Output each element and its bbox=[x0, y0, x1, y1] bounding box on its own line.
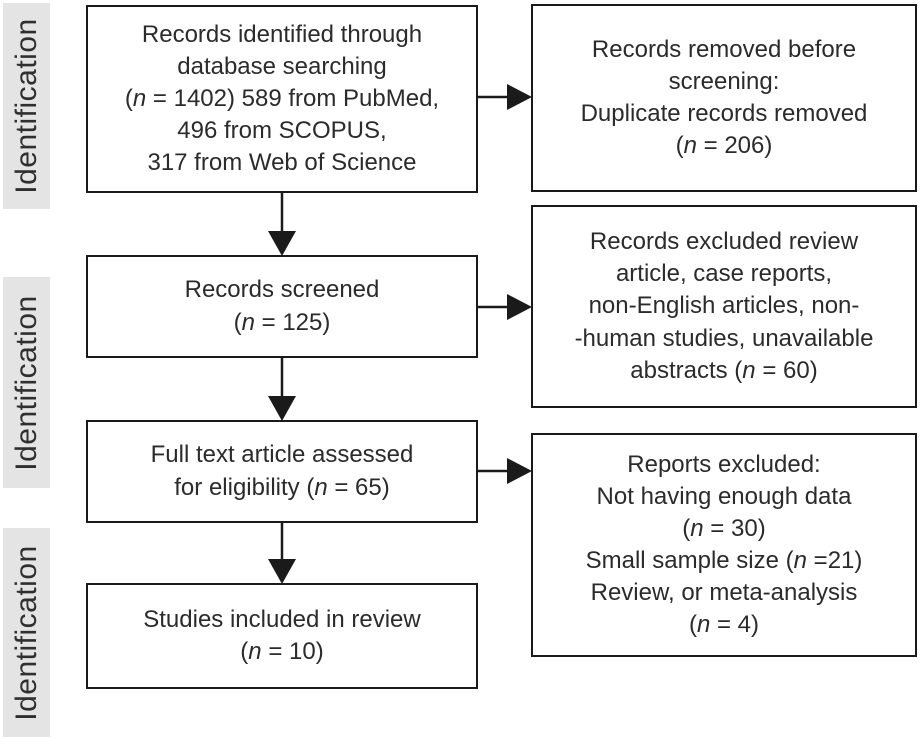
side-box-reports-excluded: Reports excluded: Not having enough data(… bbox=[531, 433, 917, 657]
flow-box-studies-included: Studies included in review (n = 10) bbox=[86, 583, 478, 689]
side-box-records-excluded: Records excluded review article, case rep… bbox=[531, 205, 917, 408]
right-arrow-3 bbox=[478, 458, 532, 484]
stage-label-text: Identification bbox=[9, 544, 43, 721]
stage-label-identification-1: Identification bbox=[3, 3, 50, 209]
flow-box-full-text-assessed: Full text article assessed for eligibilit… bbox=[86, 420, 478, 523]
side-box-records-removed: Records removed before screening: Duplicat… bbox=[531, 4, 917, 192]
stage-label-identification-3: Identification bbox=[3, 528, 50, 737]
down-arrow-3 bbox=[268, 523, 296, 584]
right-arrow-2 bbox=[478, 294, 532, 320]
right-arrow-1 bbox=[478, 84, 532, 110]
flow-box-records-identified: Records identified through database searc… bbox=[86, 5, 478, 193]
stage-label-identification-2: Identification bbox=[3, 277, 50, 488]
stage-label-text: Identification bbox=[9, 18, 43, 194]
down-arrow-2 bbox=[268, 358, 296, 421]
flow-box-records-screened: Records screened (n = 125) bbox=[86, 255, 478, 358]
down-arrow-1 bbox=[268, 193, 296, 256]
stage-label-text: Identification bbox=[9, 294, 43, 471]
